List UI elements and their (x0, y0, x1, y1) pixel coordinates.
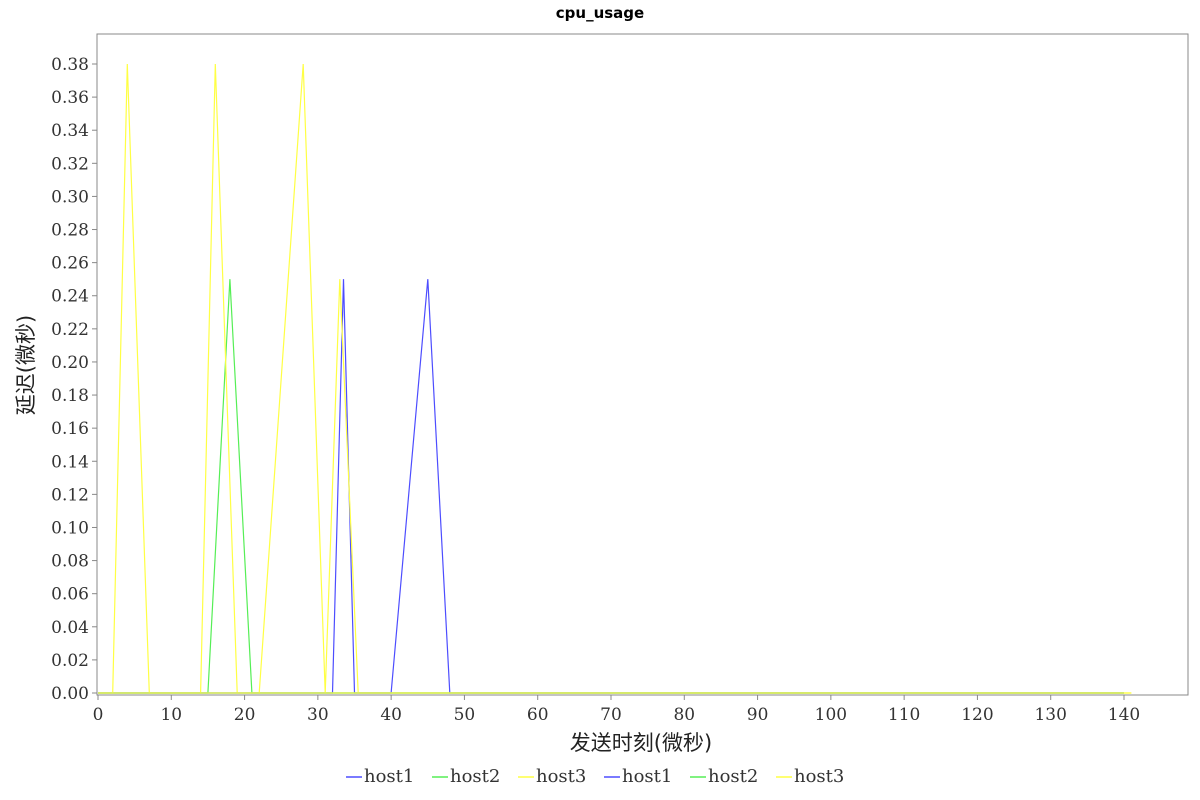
y-tick-label: 0.20 (51, 353, 89, 373)
y-tick-label: 0.28 (51, 221, 89, 241)
x-tick-label: 70 (600, 705, 622, 725)
legend-label: host3 (794, 766, 844, 787)
y-tick-label: 0.12 (51, 485, 89, 505)
y-tick-label: 0.32 (51, 154, 89, 174)
x-tick-label: 110 (888, 705, 920, 725)
y-tick-label: 0.18 (51, 386, 89, 406)
y-tick-label: 0.36 (51, 88, 89, 108)
legend-item-host2-1: host2 (432, 766, 500, 787)
y-tick-label: 0.34 (51, 121, 89, 141)
x-tick-label: 40 (380, 705, 402, 725)
legend-label: host3 (536, 766, 586, 787)
x-tick-label: 100 (815, 705, 847, 725)
legend-item-host3-2: host3 (518, 766, 586, 787)
legend: host1 host2 host3 host1 host2 host3 (346, 766, 844, 787)
x-tick-label: 80 (673, 705, 695, 725)
legend-item-host1-0: host1 (346, 766, 414, 787)
y-tick-label: 0.30 (51, 187, 89, 207)
x-axis-label: 发送时刻(微秒) (570, 731, 712, 755)
x-tick-label: 90 (747, 705, 769, 725)
y-tick-label: 0.04 (51, 618, 89, 638)
x-tick-label: 0 (93, 705, 104, 725)
legend-label: host1 (622, 766, 672, 787)
legend-item-host3-5: host3 (776, 766, 844, 787)
x-tick-label: 130 (1034, 705, 1066, 725)
x-tick-label: 50 (454, 705, 476, 725)
y-tick-label: 0.02 (51, 651, 89, 671)
x-tick-label: 20 (234, 705, 256, 725)
x-tick-label: 10 (160, 705, 182, 725)
y-tick-label: 0.00 (51, 684, 89, 704)
y-tick-label: 0.16 (51, 419, 89, 439)
legend-label: host2 (450, 766, 500, 787)
legend-label: host1 (364, 766, 414, 787)
legend-label: host2 (708, 766, 758, 787)
x-tick-label: 140 (1108, 705, 1140, 725)
y-tick-label: 0.06 (51, 585, 89, 605)
legend-item-host1-3: host1 (604, 766, 672, 787)
x-tick-label: 120 (961, 705, 993, 725)
series-lines (98, 63, 1132, 694)
x-axis: 0 10 20 30 40 50 60 70 80 90 100 110 120 130 140 (93, 695, 1140, 725)
y-tick-label: 0.10 (51, 518, 89, 538)
x-tick-label: 60 (527, 705, 549, 725)
y-tick-label: 0.22 (51, 320, 89, 340)
y-tick-label: 0.26 (51, 254, 89, 274)
y-tick-label: 0.24 (51, 287, 89, 307)
y-axis-label: 延迟(微秒) (14, 315, 38, 415)
y-tick-label: 0.14 (51, 452, 89, 472)
y-axis: 0.00 0.02 0.04 0.06 0.08 0.10 0.12 0.14 0.16 0.18… (51, 55, 97, 704)
y-tick-label: 0.08 (51, 552, 89, 572)
x-tick-label: 30 (307, 705, 329, 725)
y-tick-label: 0.38 (51, 55, 89, 75)
plot-area (96, 33, 1189, 696)
legend-item-host2-4: host2 (690, 766, 758, 787)
chart-title: cpu_usage (556, 4, 644, 22)
